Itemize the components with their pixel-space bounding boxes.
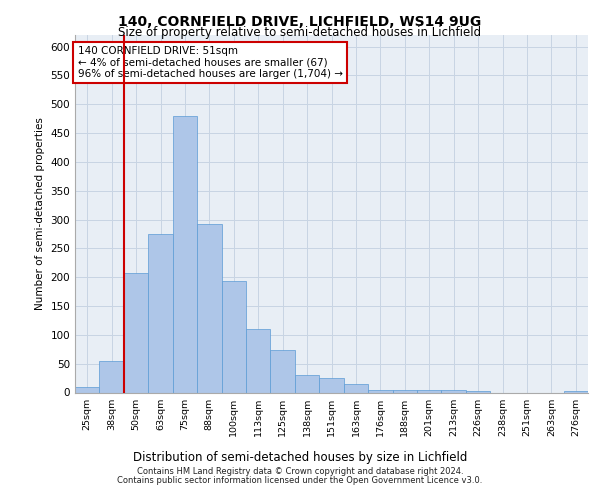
Text: Contains public sector information licensed under the Open Government Licence v3: Contains public sector information licen… <box>118 476 482 485</box>
Text: Contains HM Land Registry data © Crown copyright and database right 2024.: Contains HM Land Registry data © Crown c… <box>137 467 463 476</box>
Text: 140, CORNFIELD DRIVE, LICHFIELD, WS14 9UG: 140, CORNFIELD DRIVE, LICHFIELD, WS14 9U… <box>118 15 482 29</box>
Bar <box>100 361 124 392</box>
Bar <box>563 391 588 392</box>
Bar <box>368 390 392 392</box>
Bar <box>319 378 344 392</box>
Bar <box>221 281 246 392</box>
Bar <box>392 390 417 392</box>
Bar <box>124 273 148 392</box>
Bar <box>271 350 295 393</box>
Bar <box>442 390 466 392</box>
Bar <box>197 224 221 392</box>
Bar <box>148 234 173 392</box>
Bar <box>417 390 442 392</box>
Bar <box>295 375 319 392</box>
Bar <box>344 384 368 392</box>
Bar <box>246 329 271 392</box>
Y-axis label: Number of semi-detached properties: Number of semi-detached properties <box>35 118 45 310</box>
Bar <box>75 386 100 392</box>
Text: Distribution of semi-detached houses by size in Lichfield: Distribution of semi-detached houses by … <box>133 451 467 464</box>
Text: 140 CORNFIELD DRIVE: 51sqm
← 4% of semi-detached houses are smaller (67)
96% of : 140 CORNFIELD DRIVE: 51sqm ← 4% of semi-… <box>77 46 343 79</box>
Text: Size of property relative to semi-detached houses in Lichfield: Size of property relative to semi-detach… <box>118 26 482 39</box>
Bar <box>173 116 197 392</box>
